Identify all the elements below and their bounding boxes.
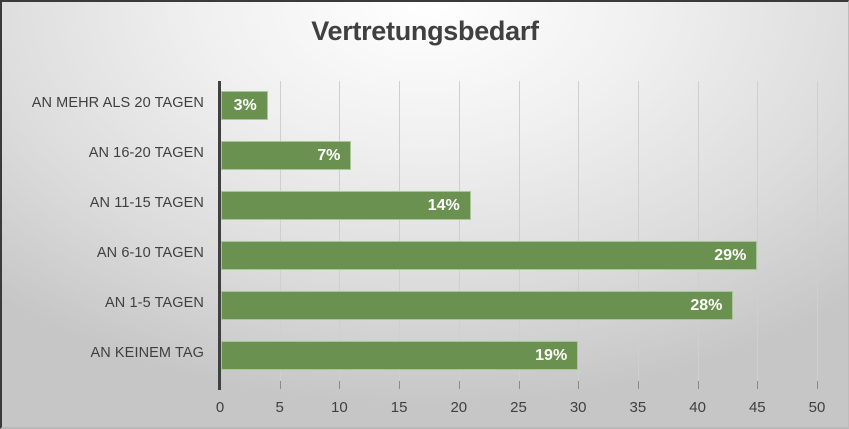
bar: 29%	[221, 241, 758, 270]
x-tick-label: 20	[450, 399, 468, 416]
chart-title: Vertretungsbedarf	[311, 16, 539, 46]
x-tick-mark	[817, 381, 818, 389]
x-tick-label: 10	[331, 399, 348, 416]
x-tick-mark	[339, 381, 341, 389]
gridline	[697, 81, 699, 389]
category-label: AN 16-20 TAGEN	[88, 145, 204, 161]
x-tick-mark	[279, 381, 281, 389]
gridline	[817, 81, 818, 389]
x-tick-label: 40	[689, 399, 706, 416]
gridline	[757, 81, 759, 389]
bar-data-label: 28%	[690, 296, 723, 314]
x-tick-mark	[458, 381, 460, 389]
category-label: AN KEINEM TAG	[90, 345, 204, 361]
category-label: AN 1-5 TAGEN	[105, 295, 204, 311]
bar: 3%	[221, 91, 268, 120]
gridline	[279, 81, 281, 389]
x-tick-label: 25	[510, 399, 527, 416]
bar-data-label: 14%	[427, 196, 460, 214]
bar-data-label: 7%	[317, 146, 341, 164]
x-tick-mark	[757, 381, 759, 389]
x-tick-label: 45	[748, 399, 766, 416]
bar: 19%	[221, 341, 579, 370]
category-label: AN 6-10 TAGEN	[96, 245, 204, 261]
x-tick-label: 35	[629, 399, 647, 416]
x-tick-label: 15	[390, 399, 408, 416]
gridline	[399, 81, 401, 389]
bar: 14%	[221, 191, 471, 220]
category-label: AN MEHR ALS 20 TAGEN	[31, 95, 204, 111]
x-tick-mark	[578, 381, 580, 389]
gridline	[637, 81, 639, 389]
plot-area: 0 5 10 15 20 25 30 35 40 45 50 3% AN MEHR ALS 20 TAG…	[32, 81, 825, 416]
bar-data-label: 19%	[535, 346, 568, 364]
x-tick-label: 50	[808, 399, 826, 416]
x-tick-mark	[697, 381, 699, 389]
bar-data-label: 3%	[233, 96, 257, 114]
x-tick-label: 5	[275, 399, 284, 416]
bar-data-label: 29%	[714, 246, 747, 264]
y-axis-line	[218, 81, 221, 390]
x-tick-mark	[399, 381, 401, 389]
x-tick-mark	[518, 381, 520, 389]
gridline	[458, 81, 460, 389]
bar: 28%	[221, 291, 734, 320]
x-tick-label: 30	[569, 399, 587, 416]
gridline	[578, 81, 580, 389]
category-label: AN 11-15 TAGEN	[89, 195, 204, 211]
x-tick-mark	[637, 381, 639, 389]
gridline	[339, 81, 341, 389]
gridline	[518, 81, 520, 389]
x-tick-label: 0	[215, 399, 225, 416]
bar: 7%	[221, 141, 352, 170]
